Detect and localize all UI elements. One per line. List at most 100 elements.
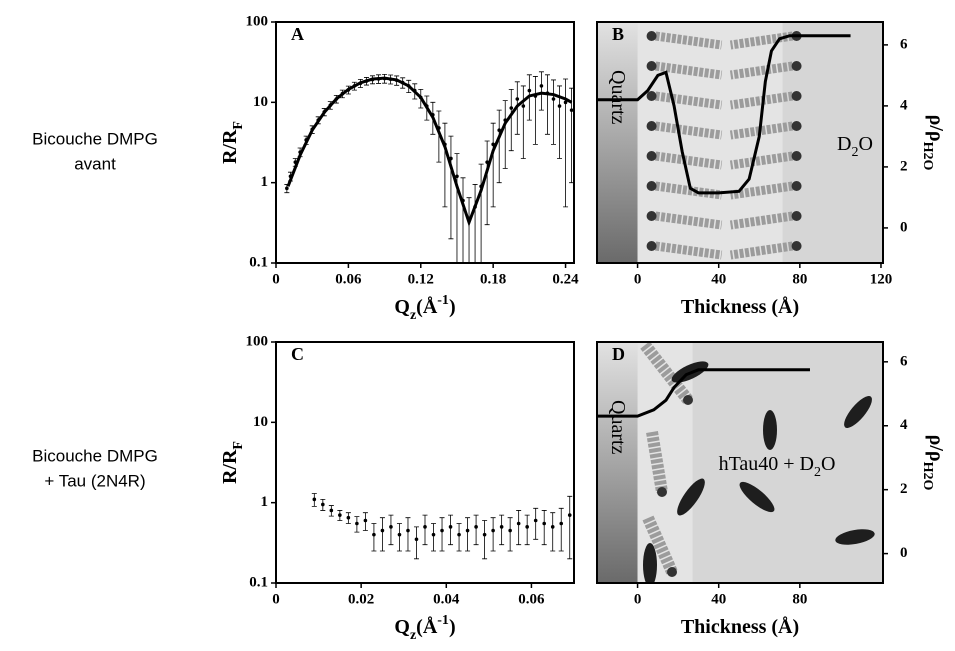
lipid-chain bbox=[642, 515, 678, 575]
panel-label: D bbox=[612, 344, 625, 364]
data-point bbox=[457, 532, 461, 537]
label-part: -1 bbox=[437, 613, 449, 628]
label-part: Quartz bbox=[607, 400, 629, 455]
protein bbox=[763, 410, 777, 450]
data-point bbox=[372, 532, 376, 537]
error-bar bbox=[524, 514, 530, 546]
protein bbox=[739, 481, 775, 513]
data-point bbox=[465, 528, 470, 533]
data-point bbox=[533, 518, 538, 523]
lipid-chain bbox=[729, 181, 794, 200]
data-point bbox=[550, 525, 555, 529]
data-point bbox=[285, 186, 289, 191]
y-tick-label: 100 bbox=[246, 333, 269, 349]
label-part: H bbox=[920, 142, 935, 153]
error-bar bbox=[520, 85, 526, 159]
data-point bbox=[551, 97, 556, 101]
error-bar bbox=[396, 523, 402, 552]
label-part: R/R bbox=[219, 129, 241, 164]
lipid-chain bbox=[654, 31, 723, 50]
x-axis-label: Qz(Å-1) bbox=[394, 293, 455, 323]
error-bar bbox=[448, 135, 454, 240]
data-point bbox=[499, 525, 504, 529]
label-part: R/R bbox=[219, 449, 241, 484]
x-tick-label: 80 bbox=[792, 271, 807, 287]
lipid-chain bbox=[729, 211, 794, 230]
data-point bbox=[423, 525, 427, 529]
data-point bbox=[539, 84, 544, 88]
y-tick-label: 0.1 bbox=[249, 574, 268, 590]
label-part: (Å bbox=[416, 295, 438, 318]
panel-label: C bbox=[291, 344, 304, 364]
x-tick-label: 0.06 bbox=[518, 591, 545, 607]
plot-area bbox=[597, 342, 883, 583]
error-bar bbox=[490, 517, 496, 552]
y2-tick-label: 4 bbox=[900, 417, 908, 433]
lipid-chain bbox=[654, 151, 723, 170]
x-tick-label: 0.24 bbox=[552, 271, 579, 287]
error-bar bbox=[454, 153, 460, 263]
error-bar bbox=[379, 517, 385, 552]
data-point bbox=[440, 528, 444, 533]
y-tick-label: 1 bbox=[261, 494, 269, 510]
lipid-chain bbox=[654, 211, 723, 230]
annotation: Quartz bbox=[607, 70, 629, 125]
label-part: 2 bbox=[920, 472, 935, 479]
x-tick-label: 0.06 bbox=[335, 271, 362, 287]
label-part: O bbox=[920, 159, 935, 170]
y2-axis-label: ρ/ρH2O bbox=[920, 435, 947, 491]
error-bar bbox=[431, 523, 437, 552]
x-tick-label: 0 bbox=[634, 271, 642, 287]
label-part: O bbox=[859, 133, 873, 155]
x-tick-label: 0.04 bbox=[433, 591, 460, 607]
label-part: O bbox=[821, 453, 835, 475]
data-point bbox=[542, 521, 546, 526]
data-point bbox=[346, 515, 351, 520]
x-tick-label: 120 bbox=[870, 271, 893, 287]
label-part: Q bbox=[394, 296, 410, 318]
error-bar bbox=[544, 74, 550, 135]
lipid-head bbox=[646, 91, 657, 101]
lipid-chain bbox=[654, 61, 723, 80]
label-part: Quartz bbox=[607, 70, 629, 125]
y2-tick-label: 0 bbox=[900, 545, 908, 561]
x-tick-label: 40 bbox=[711, 271, 726, 287]
lipid-head bbox=[646, 241, 657, 251]
data-point bbox=[321, 502, 325, 507]
quartz bbox=[597, 342, 638, 583]
data-point bbox=[521, 104, 526, 108]
label-part: z bbox=[410, 628, 416, 643]
row-label: + Tau (2N4R) bbox=[44, 471, 145, 490]
lipid-chain bbox=[729, 61, 794, 80]
error-bar bbox=[538, 71, 544, 111]
data-point bbox=[567, 513, 572, 517]
error-bar bbox=[472, 184, 478, 263]
error-bar bbox=[422, 514, 428, 546]
data-point bbox=[563, 100, 568, 105]
lipid-head bbox=[646, 61, 657, 71]
label-part: F bbox=[231, 121, 246, 130]
y2-tick-label: 2 bbox=[900, 481, 908, 497]
label-part: O bbox=[920, 479, 935, 490]
label-part: Thickness (Å) bbox=[681, 295, 799, 318]
label-part: 2 bbox=[814, 465, 821, 480]
lipid-head bbox=[791, 151, 802, 161]
data-point bbox=[482, 532, 487, 537]
data-point bbox=[515, 97, 520, 101]
error-bar bbox=[502, 100, 508, 169]
curve bbox=[286, 76, 573, 227]
lipid-head bbox=[683, 395, 693, 405]
error-bar bbox=[550, 79, 556, 145]
y2-axis-label: ρ/ρH2O bbox=[920, 115, 947, 171]
y2-tick-label: 6 bbox=[900, 36, 908, 52]
data-point bbox=[389, 525, 393, 529]
label-part: (Å bbox=[416, 615, 438, 638]
x-tick-label: 0.18 bbox=[480, 271, 506, 287]
y-tick-label: 0.1 bbox=[249, 254, 268, 270]
plot-area bbox=[284, 71, 574, 263]
error-bar bbox=[567, 495, 573, 560]
lipid-chain bbox=[640, 342, 693, 404]
lipid-chain bbox=[729, 241, 794, 260]
